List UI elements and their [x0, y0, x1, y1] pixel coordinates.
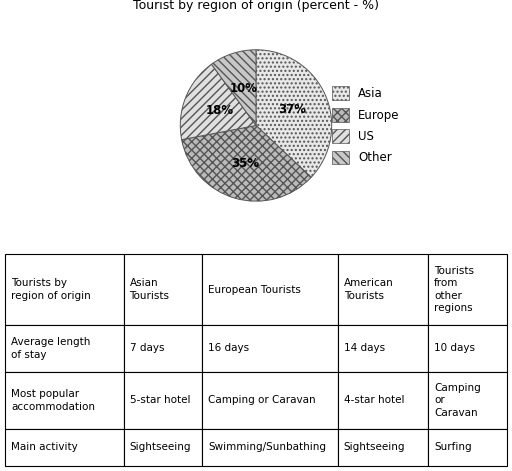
- Bar: [428, 429, 507, 466]
- Bar: [202, 372, 338, 429]
- Text: Asian
Tourists: Asian Tourists: [130, 278, 169, 301]
- Text: 16 days: 16 days: [208, 343, 249, 353]
- Text: Camping
or
Caravan: Camping or Caravan: [434, 383, 481, 418]
- Text: 10%: 10%: [230, 81, 258, 95]
- Bar: [338, 325, 428, 372]
- Wedge shape: [256, 50, 332, 177]
- Text: Surfing: Surfing: [434, 442, 472, 453]
- Text: 10 days: 10 days: [434, 343, 475, 353]
- Bar: [5, 372, 123, 429]
- Text: Camping or Caravan: Camping or Caravan: [208, 395, 316, 406]
- Bar: [428, 325, 507, 372]
- Text: Most popular
accommodation: Most popular accommodation: [11, 389, 95, 412]
- Bar: [5, 429, 123, 466]
- Bar: [5, 254, 123, 325]
- Text: Swimming/Sunbathing: Swimming/Sunbathing: [208, 442, 327, 453]
- Text: 7 days: 7 days: [130, 343, 164, 353]
- Text: 5-star hotel: 5-star hotel: [130, 395, 190, 406]
- Bar: [428, 372, 507, 429]
- Bar: [338, 254, 428, 325]
- Bar: [5, 325, 123, 372]
- Text: Sightseeing: Sightseeing: [130, 442, 191, 453]
- Text: 14 days: 14 days: [344, 343, 385, 353]
- Bar: [338, 372, 428, 429]
- Wedge shape: [211, 50, 256, 125]
- Bar: [202, 429, 338, 466]
- Text: 4-star hotel: 4-star hotel: [344, 395, 404, 406]
- Bar: [123, 254, 202, 325]
- Text: Sightseeing: Sightseeing: [344, 442, 406, 453]
- Bar: [428, 254, 507, 325]
- Text: Average length
of stay: Average length of stay: [11, 337, 91, 360]
- Bar: [202, 254, 338, 325]
- Text: 37%: 37%: [278, 103, 306, 116]
- Wedge shape: [180, 64, 256, 140]
- Text: Main activity: Main activity: [11, 442, 78, 453]
- Wedge shape: [182, 125, 311, 201]
- Text: Tourists
from
other
regions: Tourists from other regions: [434, 266, 474, 313]
- Text: American
Tourists: American Tourists: [344, 278, 394, 301]
- Bar: [202, 325, 338, 372]
- Bar: [123, 325, 202, 372]
- Bar: [123, 372, 202, 429]
- Legend: Asia, Europe, US, Other: Asia, Europe, US, Other: [329, 83, 403, 168]
- Bar: [123, 429, 202, 466]
- Bar: [338, 429, 428, 466]
- Text: Tourists by
region of origin: Tourists by region of origin: [11, 278, 91, 301]
- Title: Tourist by region of origin (percent - %): Tourist by region of origin (percent - %…: [133, 0, 379, 12]
- Text: European Tourists: European Tourists: [208, 284, 302, 294]
- Text: 18%: 18%: [205, 105, 233, 117]
- Text: 35%: 35%: [231, 157, 259, 170]
